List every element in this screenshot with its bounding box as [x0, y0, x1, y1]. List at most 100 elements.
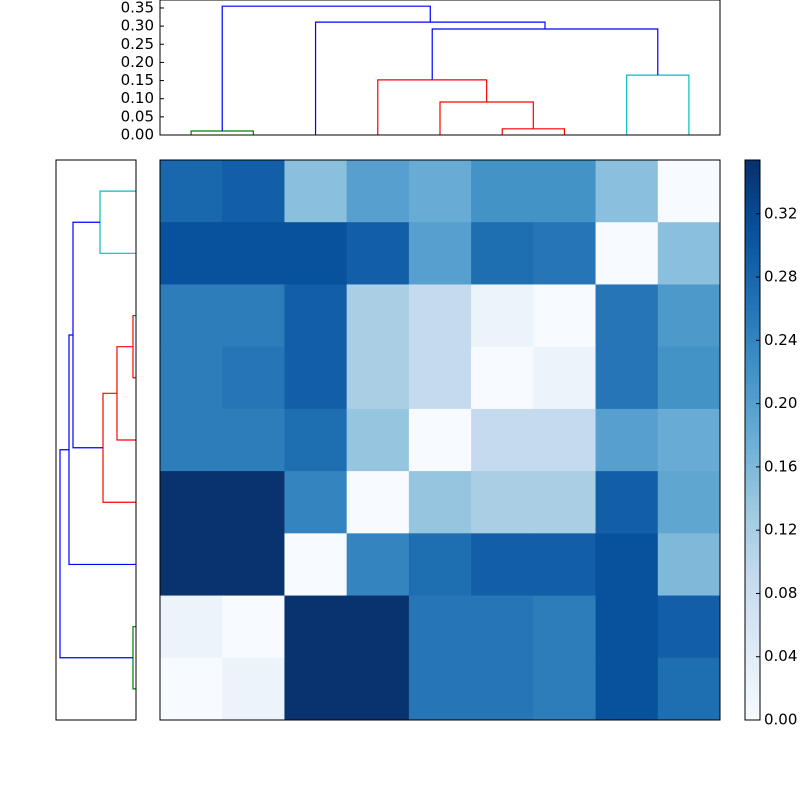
heatmap-cell [533, 160, 597, 223]
colorbar-segment [745, 486, 760, 492]
colorbar-segment [745, 505, 760, 511]
colorbar-segment [745, 276, 760, 282]
colorbar-segment [745, 314, 760, 320]
colorbar-segment [745, 402, 760, 408]
colorbar-segment [745, 430, 760, 436]
heatmap [159, 159, 721, 721]
heatmap-cell [533, 346, 597, 410]
colorbar-segment [745, 682, 760, 688]
heatmap-cell [346, 408, 410, 472]
colorbar-segment [745, 496, 760, 502]
heatmap-cell [284, 471, 348, 534]
colorbar-segment [745, 351, 760, 357]
heatmap-cell [533, 222, 597, 285]
heatmap-cell [471, 533, 534, 597]
colorbar-segment [745, 468, 760, 474]
dendrogram-link [72, 221, 103, 449]
colorbar-segment [745, 295, 760, 301]
colorbar-tick-label: 0.32 [764, 204, 797, 222]
heatmap-cell [471, 160, 534, 223]
colorbar-segment [745, 715, 760, 721]
colorbar-segment [745, 458, 760, 464]
heatmap-cell [346, 533, 410, 597]
y-tick-label: 0.15 [121, 71, 154, 89]
dendrogram-link [59, 449, 133, 659]
heatmap-cell [346, 160, 410, 223]
colorbar-segment [745, 500, 760, 506]
colorbar-segment [745, 631, 760, 637]
colorbar-tick-label: 0.16 [764, 457, 797, 475]
colorbar-segment [745, 178, 760, 184]
heatmap-cell [657, 595, 721, 659]
heatmap-cell [160, 222, 223, 285]
colorbar-segment [745, 622, 760, 628]
colorbar-segment [745, 342, 760, 348]
colorbar-segment [745, 514, 760, 520]
heatmap-cell [595, 471, 659, 534]
colorbar-segment [745, 337, 760, 343]
colorbar-segment [745, 566, 760, 572]
heatmap-cell [657, 284, 721, 348]
heatmap-cell [160, 657, 223, 721]
y-tick-label: 0.10 [121, 89, 154, 107]
colorbar-segment [745, 528, 760, 534]
colorbar-tick-label: 0.04 [764, 647, 797, 665]
y-tick-label: 0.30 [121, 17, 154, 35]
dendrogram-link [190, 130, 254, 135]
colorbar-segment [745, 244, 760, 250]
heatmap-cell [471, 284, 534, 348]
dendrogram-link [221, 5, 431, 132]
y-tick-label: 0.25 [121, 35, 154, 53]
colorbar-segment [745, 552, 760, 558]
colorbar-segment [745, 281, 760, 287]
heatmap-cell [222, 346, 285, 410]
colorbar-segment [745, 533, 760, 539]
heatmap-cell [346, 595, 410, 659]
heatmap-cell [222, 222, 285, 285]
colorbar-segment [745, 174, 760, 180]
colorbar-segment [745, 556, 760, 562]
heatmap-cell [346, 222, 410, 285]
heatmap-cell [284, 222, 348, 285]
colorbar-segment [745, 188, 760, 194]
colorbar-segment [745, 206, 760, 212]
colorbar-segment [745, 580, 760, 586]
colorbar-segment [745, 664, 760, 670]
colorbar-segment [745, 617, 760, 623]
heatmap-cell [595, 408, 659, 472]
heatmap-cell [471, 595, 534, 659]
colorbar-segment [745, 519, 760, 525]
colorbar-segment [745, 477, 760, 483]
colorbar-segment [745, 300, 760, 306]
colorbar-segment [745, 304, 760, 310]
colorbar-segment [745, 309, 760, 315]
colorbar-segment [745, 594, 760, 600]
colorbar-segment [745, 286, 760, 292]
colorbar-segment [745, 211, 760, 217]
colorbar-segment [745, 379, 760, 385]
colorbar-segment [745, 692, 760, 698]
heatmap-cell [533, 595, 597, 659]
colorbar-segment [745, 398, 760, 404]
colorbar-segment [745, 678, 760, 684]
heatmap-cell [160, 284, 223, 348]
heatmap-cell [408, 533, 472, 597]
axes-frame [55, 159, 137, 721]
colorbar-segment [745, 183, 760, 189]
heatmap-cell [471, 408, 534, 472]
colorbar-tick-label: 0.24 [764, 331, 797, 349]
colorbar-segment [745, 444, 760, 450]
colorbar-segment [745, 164, 760, 170]
colorbar-segment [745, 561, 760, 567]
colorbar-segment [745, 538, 760, 544]
heatmap-cell [408, 408, 472, 472]
colorbar-segment [745, 262, 760, 268]
colorbar-segment [745, 239, 760, 245]
colorbar-segment [745, 384, 760, 390]
heatmap-cell [408, 346, 472, 410]
dendrogram-link [439, 101, 534, 135]
heatmap-cell [222, 657, 285, 721]
colorbar-segment [745, 701, 760, 707]
colorbar-segment [745, 365, 760, 371]
